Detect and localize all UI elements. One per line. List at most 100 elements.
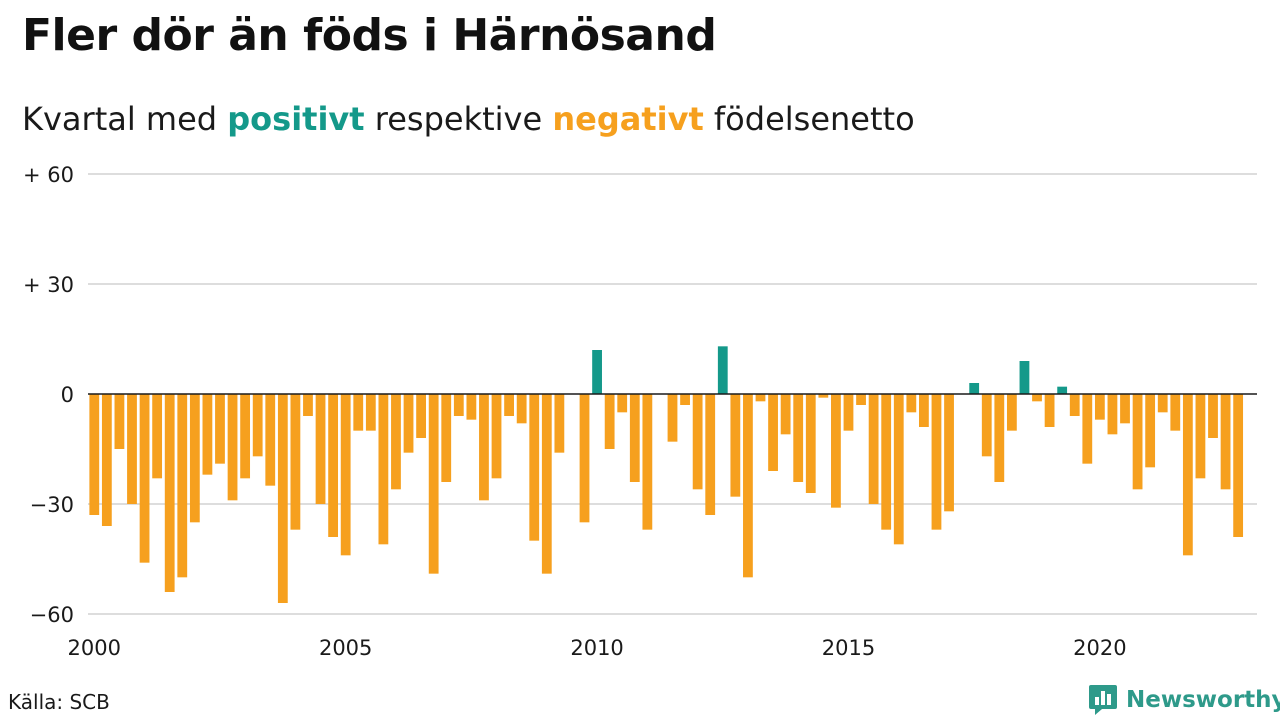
bar-negative xyxy=(202,394,213,475)
bar-negative xyxy=(579,394,590,523)
x-tick-label: 2020 xyxy=(1073,636,1126,660)
bar-negative xyxy=(340,394,351,556)
subtitle-middle: respektive xyxy=(364,100,553,138)
bar-negative xyxy=(89,394,100,515)
bar-negative xyxy=(692,394,703,490)
bar-negative xyxy=(529,394,540,541)
bar-negative xyxy=(189,394,200,523)
bar-negative xyxy=(919,394,929,427)
source-note: Källa: SCB xyxy=(8,690,110,714)
bar-negative xyxy=(416,394,426,438)
bar-negative xyxy=(881,394,892,530)
bar-negative xyxy=(277,394,288,603)
bar-negative xyxy=(730,394,741,497)
bar-negative xyxy=(1006,394,1017,431)
bar-negative xyxy=(768,394,778,471)
bar-negative xyxy=(303,394,313,416)
bar-negative xyxy=(931,394,942,530)
x-tick-label: 2000 xyxy=(68,636,121,660)
bar-positive xyxy=(592,350,602,394)
x-tick-label: 2015 xyxy=(822,636,875,660)
brand-name: Newsworthy xyxy=(1126,687,1280,713)
bar-negative xyxy=(805,394,816,493)
bar-negative xyxy=(981,394,992,457)
bar-negative xyxy=(843,394,854,431)
x-tick-label: 2010 xyxy=(570,636,623,660)
bar-negative xyxy=(1233,394,1244,537)
bar-positive xyxy=(1019,361,1030,394)
bar-negative xyxy=(152,394,163,479)
chart-title: Fler dör än föds i Härnösand xyxy=(22,10,717,61)
y-tick-label: + 60 xyxy=(23,163,74,187)
bar-negative xyxy=(441,394,452,482)
bar-negative xyxy=(1069,394,1080,416)
bar-negative xyxy=(466,394,477,420)
bar-negative xyxy=(453,394,464,416)
bar-negative xyxy=(755,394,766,402)
bar-negative xyxy=(265,394,276,486)
bar-negative xyxy=(164,394,175,592)
bar-negative xyxy=(101,394,112,526)
x-tick-label: 2005 xyxy=(319,636,372,660)
newsworthy-brand: Newsworthy xyxy=(1088,684,1280,716)
bar-negative xyxy=(290,394,301,530)
x-axis-tick-labels: 2000 2005 2010 2015 2020 xyxy=(68,636,1127,660)
bar-negative xyxy=(642,394,653,530)
bar-negative xyxy=(479,394,489,501)
y-tick-label: −60 xyxy=(30,603,74,627)
y-tick-label: + 30 xyxy=(23,273,74,297)
bar-negative xyxy=(1208,394,1218,438)
bar-negative xyxy=(1220,394,1231,490)
bar-negative xyxy=(604,394,615,449)
bar-negative xyxy=(1182,394,1193,556)
bar-negative xyxy=(365,394,376,431)
bar-negative xyxy=(868,394,879,504)
bar-negative xyxy=(1094,394,1105,420)
bar-negative xyxy=(1107,394,1118,435)
y-tick-label: 0 xyxy=(61,383,74,407)
bar-negative xyxy=(215,394,225,464)
bar-negative xyxy=(252,394,263,457)
subtitle-prefix: Kvartal med xyxy=(22,100,228,138)
bar-negative xyxy=(315,394,326,504)
bar-negative xyxy=(944,394,954,512)
chart-subtitle: Kvartal med positivt respektive negativt… xyxy=(22,100,915,138)
bar-negative xyxy=(1120,394,1130,424)
bar-negative xyxy=(491,394,502,479)
bar-negative xyxy=(617,394,628,413)
bars xyxy=(89,346,1244,603)
bar-negative xyxy=(504,394,514,416)
bar-negative xyxy=(353,394,364,431)
bar-negative xyxy=(793,394,804,482)
bar-negative xyxy=(127,394,137,504)
bar-negative xyxy=(831,394,841,508)
subtitle-negative: negativt xyxy=(552,100,704,138)
bar-negative xyxy=(139,394,150,563)
bar-negative xyxy=(818,394,829,398)
newsworthy-logo-icon xyxy=(1089,685,1117,715)
bar-negative xyxy=(1195,394,1206,479)
bar-negative xyxy=(705,394,716,515)
bar-negative xyxy=(780,394,791,435)
bar-negative xyxy=(541,394,552,574)
bar-negative xyxy=(516,394,527,424)
subtitle-positive: positivt xyxy=(227,100,365,138)
bar-negative xyxy=(1132,394,1143,490)
bar-positive xyxy=(969,383,980,394)
bar-negative xyxy=(629,394,640,482)
bar-negative xyxy=(114,394,125,449)
bar-negative xyxy=(240,394,251,479)
subtitle-suffix: födelsenetto xyxy=(703,100,915,138)
bar-negative xyxy=(1170,394,1181,431)
bar-negative xyxy=(328,394,339,537)
y-tick-label: −30 xyxy=(30,493,74,517)
bar-negative xyxy=(177,394,188,578)
bar-negative xyxy=(1157,394,1168,413)
y-axis-tick-labels: + 60 + 30 0 −30 −60 xyxy=(23,163,74,627)
bar-negative xyxy=(667,394,678,442)
bar-negative xyxy=(1082,394,1093,464)
bar-negative xyxy=(403,394,414,453)
bar-negative xyxy=(680,394,690,405)
bar-negative xyxy=(1032,394,1042,402)
